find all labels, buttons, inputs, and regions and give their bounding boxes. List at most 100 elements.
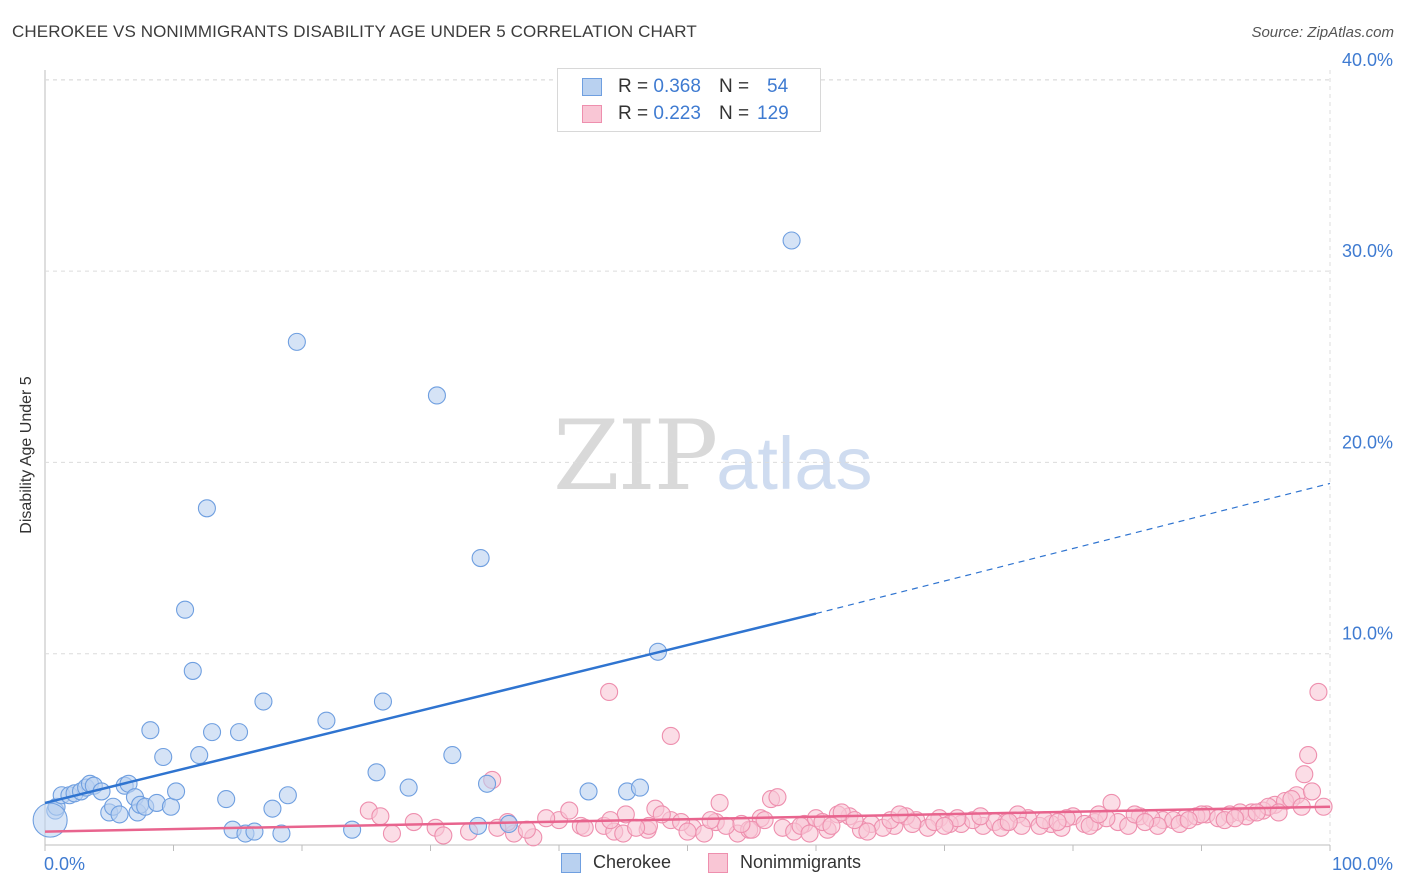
- nonimmigrants-point: [661, 726, 680, 746]
- r-value: 0.368: [653, 76, 701, 97]
- nonimmigrants-point: [1135, 812, 1155, 832]
- nonimmigrants-point: [537, 809, 556, 828]
- cherokee-point: [399, 778, 418, 797]
- nonimmigrants-point: [627, 818, 646, 837]
- legend-label-nonimmigrants: Nonimmigrants: [740, 852, 862, 872]
- cherokee-point: [443, 746, 462, 765]
- x-tick-label: 100.0%: [1332, 854, 1393, 874]
- nonimmigrants-point: [935, 816, 954, 835]
- watermark-atlas: atlas: [716, 422, 873, 505]
- y-tick-label: 10.0%: [1342, 624, 1393, 644]
- watermark-zip: ZIP: [553, 400, 718, 512]
- nonimmigrants-point: [1299, 746, 1318, 765]
- chart-title: CHEROKEE VS NONIMMIGRANTS DISABILITY AGE…: [12, 22, 697, 41]
- cherokee-point: [32, 802, 68, 838]
- nonimmigrants-point: [434, 826, 453, 845]
- cherokee-point: [154, 747, 173, 767]
- cherokee-point: [263, 799, 282, 818]
- cherokee-point: [373, 692, 393, 711]
- cherokee-point: [579, 782, 598, 801]
- cherokee-point: [203, 723, 222, 742]
- cherokee-point: [287, 332, 306, 351]
- source-credit: Source: ZipAtlas.com: [1251, 24, 1394, 41]
- y-tick-label: 40.0%: [1342, 50, 1393, 70]
- cherokee-point: [427, 386, 446, 405]
- cherokee-point: [245, 822, 264, 841]
- nonimmigrants-point: [517, 820, 536, 839]
- cherokee-point: [343, 820, 362, 839]
- nonimmigrants-point: [1179, 811, 1198, 830]
- y-tick-label: 30.0%: [1342, 241, 1393, 261]
- cherokee-point: [630, 778, 650, 797]
- nonimmigrants-swatch: [708, 852, 728, 873]
- cherokee-trendline: [44, 612, 817, 805]
- cherokee-point: [141, 721, 160, 740]
- cherokee-point: [317, 711, 336, 730]
- nonimmigrants-point: [1302, 782, 1322, 801]
- cherokee-point: [190, 746, 209, 765]
- cherokee-trendline-extension: [815, 482, 1331, 615]
- nonimmigrants-point: [732, 814, 751, 834]
- n-label: N =: [718, 76, 750, 97]
- legend-item-cherokee: Cherokee: [561, 852, 671, 873]
- y-axis-label: Disability Age Under 5: [18, 376, 35, 534]
- nonimmigrants-point: [1295, 765, 1314, 784]
- cherokee-swatch: [582, 78, 602, 96]
- nonimmigrants-point: [600, 682, 619, 702]
- cherokee-point: [197, 499, 216, 518]
- nonimmigrants-point: [575, 818, 594, 837]
- cherokee-point: [254, 692, 273, 711]
- nonimmigrants-point: [1225, 809, 1244, 828]
- y-tick-label: 20.0%: [1342, 432, 1393, 452]
- cherokee-point: [161, 797, 180, 816]
- r-label: R =: [618, 76, 649, 97]
- nonimmigrants-point: [371, 807, 390, 826]
- nonimmigrants-point: [822, 816, 841, 835]
- cherokee-point: [477, 774, 497, 793]
- nonimmigrants-point: [1089, 805, 1108, 824]
- nonimmigrants-point: [678, 822, 697, 841]
- nonimmigrants-point: [1247, 803, 1266, 822]
- nonimmigrants-point: [382, 824, 402, 843]
- nonimmigrants-trendline: [44, 805, 1331, 833]
- cherokee-point: [217, 790, 236, 809]
- nonimmigrants-point: [701, 811, 720, 830]
- series-legend: Cherokee Nonimmigrants: [0, 852, 1406, 878]
- nonimmigrants-point: [971, 807, 990, 826]
- nonimmigrants-point: [404, 812, 423, 832]
- cherokee-point: [468, 816, 488, 835]
- nonimmigrants-point: [1309, 682, 1328, 702]
- cherokee-point: [471, 548, 490, 568]
- cherokee-point: [167, 782, 186, 801]
- cherokee-point: [782, 231, 801, 250]
- legend-item-nonimmigrants: Nonimmigrants: [708, 852, 861, 873]
- stats-legend-row-cherokee: R = 0.368 N = 54: [582, 75, 788, 99]
- cherokee-point: [229, 723, 249, 742]
- n-label: N =: [718, 103, 750, 124]
- cherokee-point: [367, 763, 386, 782]
- nonimmigrants-point: [716, 816, 736, 835]
- legend-label-cherokee: Cherokee: [593, 852, 672, 872]
- cherokee-point: [110, 805, 129, 824]
- nonimmigrants-point: [710, 793, 729, 812]
- cherokee-swatch: [561, 852, 581, 873]
- x-tick-label: 0.0%: [44, 854, 85, 874]
- stats-legend: R = 0.368 N = 54 R = 0.223 N = 129: [557, 68, 821, 132]
- nonimmigrants-point: [1048, 812, 1067, 832]
- n-value: 129: [757, 103, 789, 124]
- n-value: 54: [767, 76, 789, 97]
- nonimmigrants-point: [858, 822, 877, 841]
- stats-legend-row-nonimmigrants: R = 0.223 N = 129: [582, 102, 789, 126]
- nonimmigrants-swatch: [582, 105, 602, 123]
- r-value: 0.223: [653, 103, 701, 124]
- nonimmigrants-point: [999, 812, 1018, 832]
- cherokee-point: [176, 600, 195, 619]
- nonimmigrants-point: [560, 801, 579, 820]
- cherokee-point: [278, 786, 297, 805]
- cherokee-point: [183, 661, 202, 680]
- nonimmigrants-point: [768, 788, 787, 807]
- r-label: R =: [618, 103, 649, 124]
- nonimmigrants-point: [800, 824, 819, 843]
- watermark: ZIPatlas: [553, 400, 873, 512]
